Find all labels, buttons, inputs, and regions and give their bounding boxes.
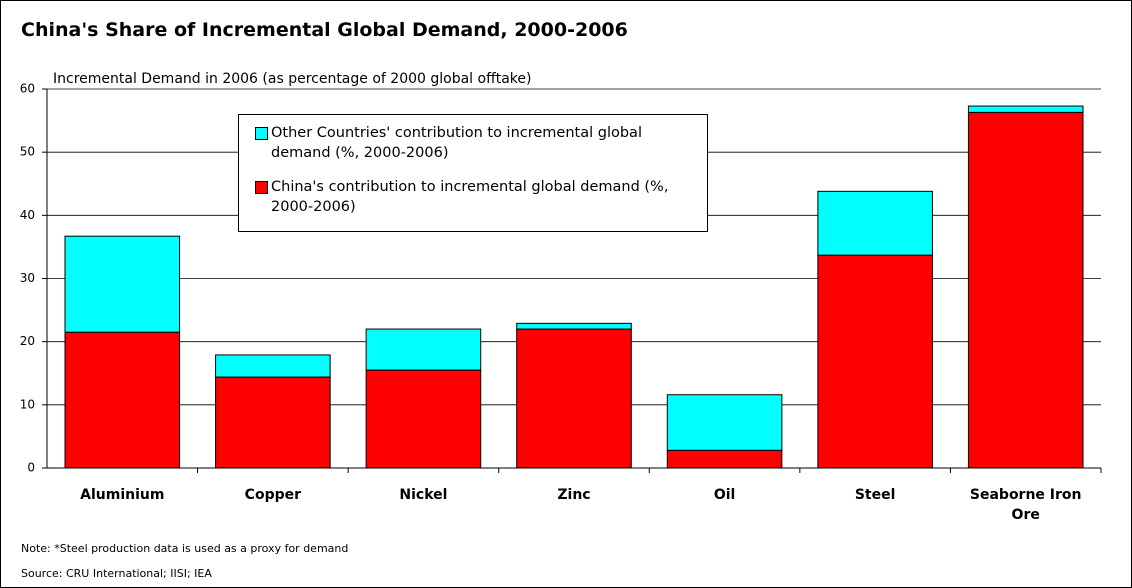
y-tick-label: 60 <box>20 82 35 96</box>
bar-segment <box>967 111 1084 469</box>
y-tick-label: 30 <box>20 271 35 285</box>
x-tick-label: Oil <box>713 487 736 503</box>
y-axis-label: Incremental Demand in 2006 (as percentag… <box>53 71 532 87</box>
legend-label: China's contribution to incremental glob… <box>271 179 669 215</box>
bar-segment <box>516 322 632 330</box>
legend-swatch <box>255 127 268 140</box>
bar-segment <box>666 394 783 451</box>
legend-label: Other Countries' contribution to increme… <box>271 125 642 161</box>
y-tick-label: 50 <box>20 145 35 159</box>
bar-segment <box>817 190 933 256</box>
bar-segment <box>516 328 632 469</box>
y-tick-label: 0 <box>27 461 35 475</box>
y-tick-label: 20 <box>20 334 35 348</box>
bar-segment <box>365 369 482 469</box>
bar-segment <box>64 235 181 333</box>
bar-segment <box>817 254 933 469</box>
x-tick-label: Nickel <box>399 487 448 503</box>
y-tick-label: 10 <box>20 397 35 411</box>
x-tick-label: Copper <box>244 487 302 503</box>
bar-segment <box>666 449 783 469</box>
bar-segment <box>215 376 331 469</box>
legend-item: Other Countries' contribution to increme… <box>255 123 697 163</box>
y-tick-label: 40 <box>20 208 35 222</box>
chart-title: China's Share of Incremental Global Dema… <box>21 19 628 41</box>
legend-item: China's contribution to incremental glob… <box>255 177 697 217</box>
legend-swatch <box>255 181 268 194</box>
x-tick-label: Seaborne Iron Ore <box>969 487 1082 523</box>
note: Source: CRU International; IISI; IEA <box>21 567 212 580</box>
legend: Other Countries' contribution to increme… <box>238 114 708 232</box>
bar-segment <box>64 331 181 469</box>
x-tick-label: Steel <box>854 487 896 503</box>
bar-segment <box>215 354 331 378</box>
x-tick-label: Aluminium <box>80 487 165 503</box>
x-tick-label: Zinc <box>557 487 591 503</box>
bar-segment <box>365 328 482 371</box>
bar-segment <box>967 105 1084 113</box>
note: Note: *Steel production data is used as … <box>21 542 349 555</box>
